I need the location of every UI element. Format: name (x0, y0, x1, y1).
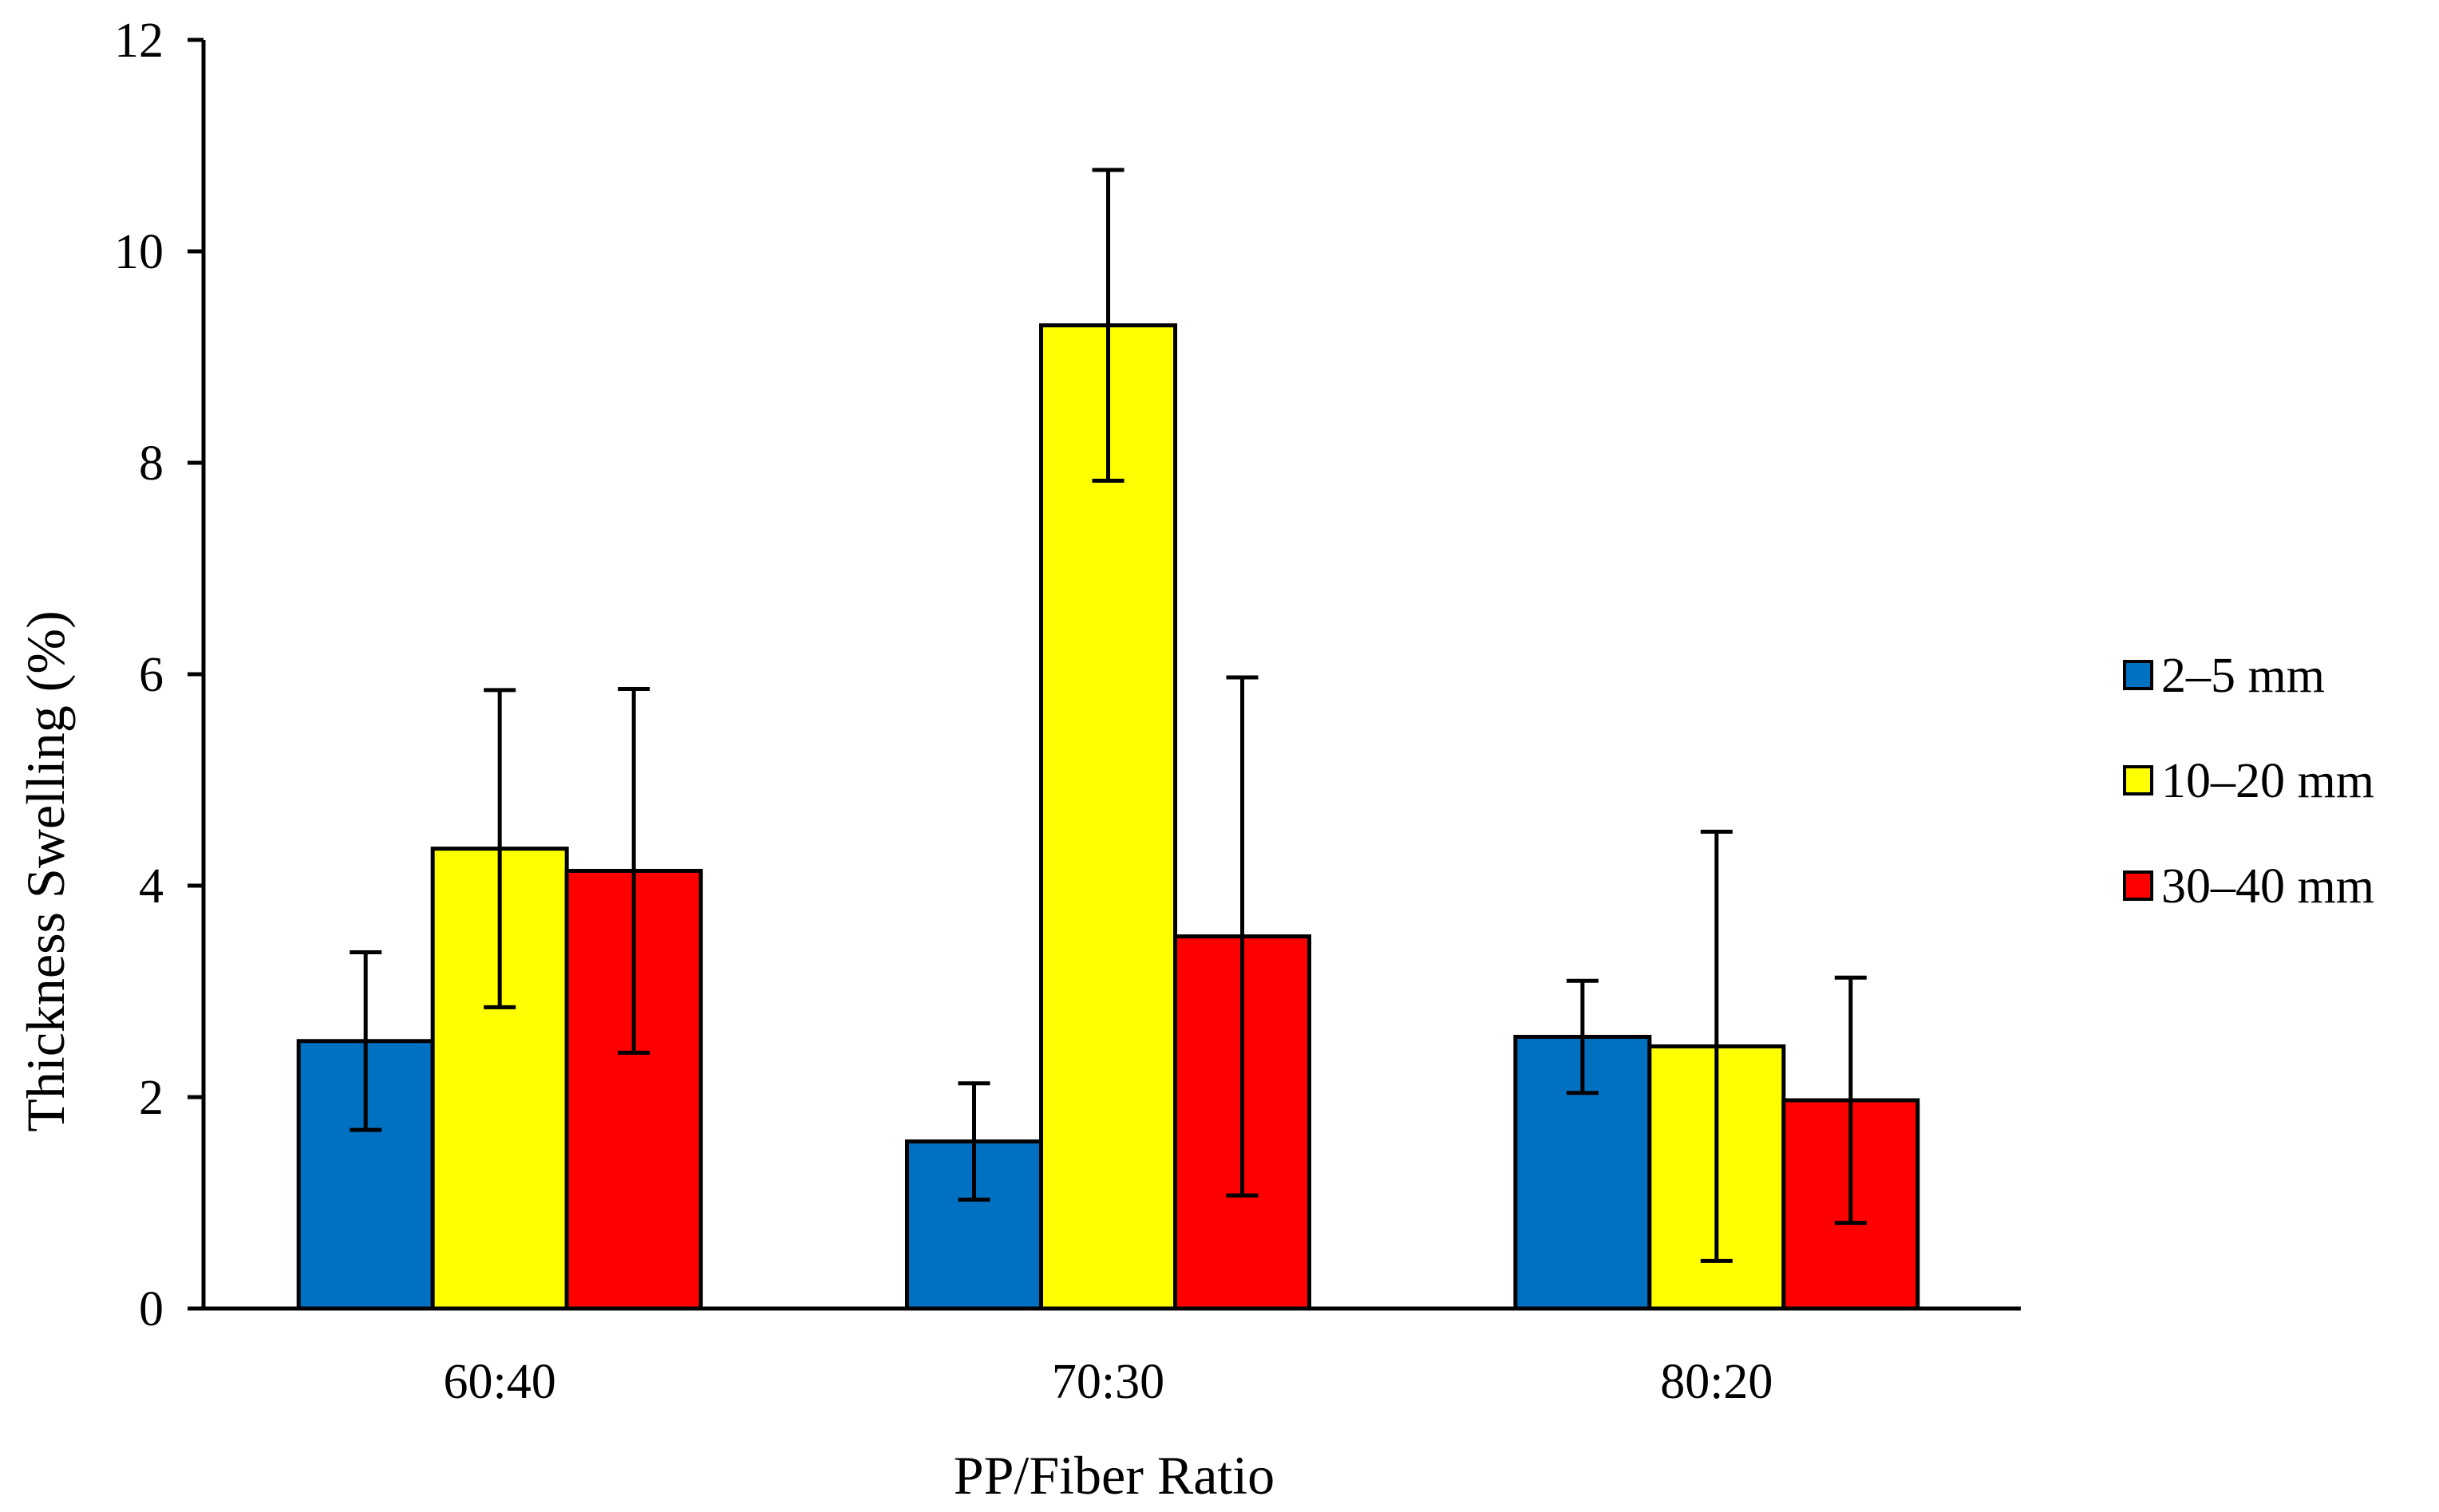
legend-item-series-0: 2–5 mm (2123, 649, 2325, 703)
legend-item-series-2: 30–40 mm (2123, 859, 2374, 914)
y-tick-label: 6 (139, 648, 164, 702)
error-bar-60-40-series-0 (350, 949, 382, 1132)
error-bar-60-40-series-2 (618, 687, 650, 1055)
error-bar-60-40-series-1 (484, 688, 516, 1009)
error-bar-70-30-series-2 (1226, 675, 1259, 1198)
y-ticks-layer: 0 2 4 6 8 10 12 (114, 14, 204, 1336)
x-tick-label: 80:20 (1660, 1355, 1773, 1409)
error-bars-layer (350, 168, 1867, 1263)
legend: 2–5 mm 10–20 mm 30–40 mm (2123, 649, 2374, 914)
y-tick-label: 8 (139, 436, 164, 491)
error-bar-80-20-series-0 (1566, 978, 1599, 1096)
legend-label: 10–20 mm (2161, 754, 2374, 808)
error-bar-80-20-series-2 (1834, 975, 1867, 1226)
legend-swatch (2123, 660, 2153, 690)
error-bar-80-20-series-1 (1700, 829, 1733, 1263)
error-bar-70-30-series-1 (1092, 168, 1125, 484)
legend-item-series-1: 10–20 mm (2123, 754, 2374, 808)
legend-swatch (2123, 765, 2153, 795)
x-ticks-layer: 60:40 70:30 80:20 (444, 1355, 1773, 1409)
y-tick-label: 2 (139, 1071, 164, 1125)
x-tick-label: 60:40 (444, 1355, 556, 1409)
y-axis-title: Thickness Swelling (%) (15, 610, 76, 1131)
legend-label: 2–5 mm (2161, 649, 2325, 703)
x-axis-title: PP/Fiber Ratio (954, 1445, 1275, 1506)
y-tick-label: 4 (139, 859, 164, 914)
error-bar-70-30-series-0 (958, 1081, 990, 1202)
y-tick-label: 12 (114, 14, 164, 68)
legend-label: 30–40 mm (2161, 859, 2374, 914)
x-tick-label: 70:30 (1052, 1355, 1164, 1409)
y-tick-label: 0 (139, 1282, 164, 1336)
y-tick-label: 10 (114, 225, 164, 279)
legend-swatch (2123, 870, 2153, 901)
